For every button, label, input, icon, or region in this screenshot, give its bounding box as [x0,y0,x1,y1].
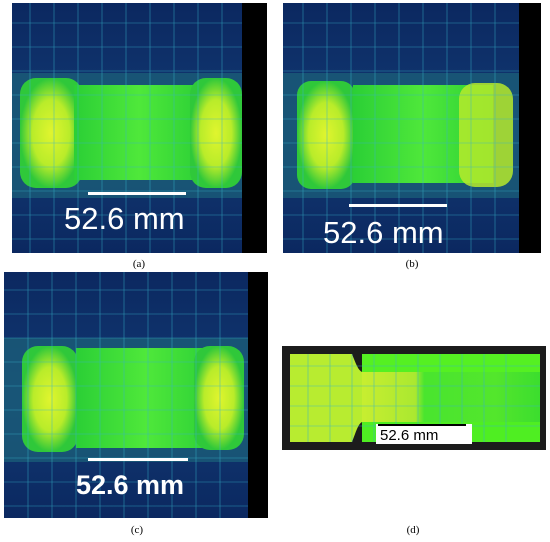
heatmap-b [283,3,519,253]
scale-label-d: 52.6 mm [380,427,439,444]
grid-lines [12,3,242,253]
heatmap-a [12,3,242,253]
scale-bar-c [88,458,188,461]
image-panel-d: 52.6 mm [282,346,546,450]
right-bright-region [190,78,242,188]
scale-bar-d [378,424,466,426]
image-panel-c: 52.6 mm [4,272,268,518]
caption-d: (d) [406,524,420,536]
scale-label-box-d [376,424,472,444]
scale-label-a: 52.6 mm [64,201,185,236]
center-region [76,348,216,448]
scale-label-b: 52.6 mm [323,215,444,250]
grid-lines [283,3,519,253]
right-bright-region [459,83,513,187]
right-bright-region [194,346,244,450]
left-bright-region [297,81,355,189]
grid-lines [4,272,248,518]
image-panel-a: 52.6 mm [12,3,267,253]
caption-c: (c) [130,524,144,536]
caption-a: (a) [132,258,146,270]
caption-b: (b) [405,258,419,270]
center-band [362,372,540,422]
simulation-d [282,346,546,450]
heatmap-c [4,272,248,518]
scale-bar-b [349,204,447,207]
scale-label-c: 52.6 mm [76,470,185,500]
center-region [74,85,204,180]
left-bright-region [22,346,78,452]
scale-bar-a [88,192,186,195]
upper-strip [362,354,540,372]
image-panel-b: 52.6 mm [283,3,541,253]
left-bright-region [20,78,82,188]
